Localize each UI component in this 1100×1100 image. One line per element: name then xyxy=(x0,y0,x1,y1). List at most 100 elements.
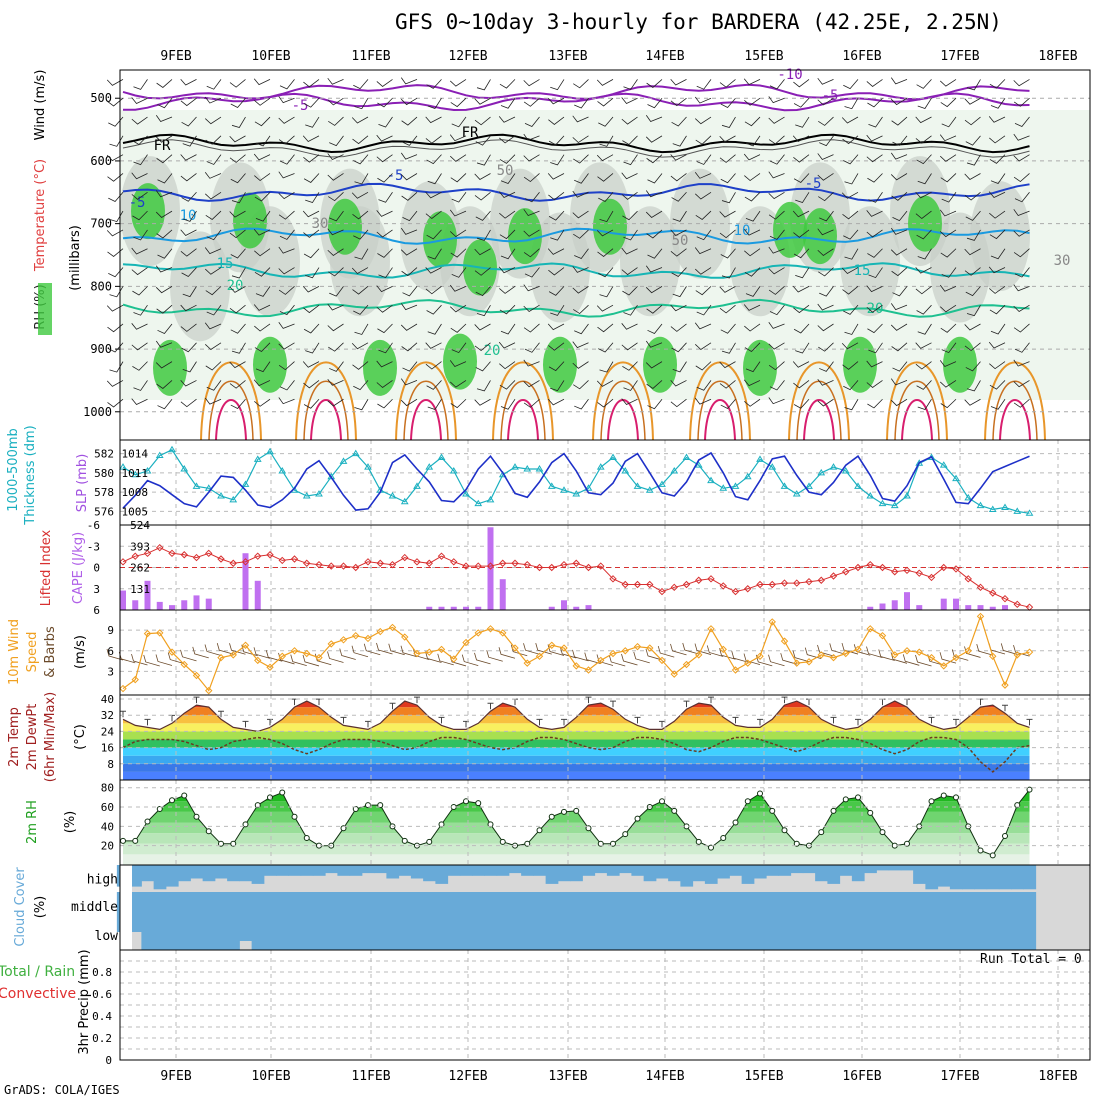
wind-barb xyxy=(278,96,295,104)
rh-marker xyxy=(830,807,837,814)
wind-barb xyxy=(353,304,369,315)
wind-barb xyxy=(500,173,516,184)
thickness-marker xyxy=(462,490,470,497)
wind-barb xyxy=(917,173,932,185)
temp-contour-line xyxy=(122,182,1030,202)
cloud-tick-label: middle xyxy=(71,900,118,915)
thickness-marker xyxy=(413,482,421,489)
minmax-marker xyxy=(242,720,249,728)
wind-barb xyxy=(989,210,1006,219)
wind-barb xyxy=(574,323,589,335)
wind-barb xyxy=(768,361,785,371)
wind-barb xyxy=(719,135,736,143)
temp-contour-warm xyxy=(592,361,654,441)
minmax-marker xyxy=(683,700,690,708)
wind-barb xyxy=(990,173,1006,184)
wind-barb xyxy=(868,267,883,279)
wind-barb xyxy=(793,398,810,409)
lifted-marker xyxy=(388,560,397,569)
lifted-marker xyxy=(927,573,936,582)
date-label-top: 12FEB xyxy=(448,49,487,64)
temp-contour-line xyxy=(122,298,1030,318)
cape-bar xyxy=(169,605,175,610)
wind-marker xyxy=(205,686,213,695)
wind-marker xyxy=(597,656,605,665)
wind-barb xyxy=(1013,398,1030,408)
wind-marker xyxy=(768,618,776,626)
cloud-bar xyxy=(815,892,828,920)
wind-barb xyxy=(989,380,1006,390)
surface-wind-barb xyxy=(302,654,320,667)
wind-marker xyxy=(511,644,519,652)
cloud-bar xyxy=(619,920,632,950)
surface-wind-barb xyxy=(572,649,589,662)
wind-barb xyxy=(695,361,712,371)
wind-barb xyxy=(573,229,589,239)
date-label-bottom: 14FEB xyxy=(645,1069,684,1084)
wind-marker xyxy=(180,660,188,669)
cloud-bar xyxy=(876,892,890,920)
wind-tick-label: 9 xyxy=(107,624,114,637)
slp-line xyxy=(122,451,1030,511)
surface-wind-barbs xyxy=(106,642,1030,667)
wind-barb xyxy=(694,116,712,125)
lifted-marker xyxy=(119,558,127,566)
cloud-bar xyxy=(962,920,975,950)
minmax-marker xyxy=(708,696,714,704)
rh-green-area xyxy=(443,333,477,390)
thickness-marker xyxy=(192,482,201,489)
lifted-marker xyxy=(339,562,348,570)
wind-marker xyxy=(143,629,152,638)
wind-barb xyxy=(1013,209,1030,217)
wind-barb xyxy=(964,116,981,126)
temp-tick-label: 32 xyxy=(101,709,114,722)
wind-barb xyxy=(817,323,834,332)
cloud-bar xyxy=(1023,920,1037,950)
cape-tick-label: 131 xyxy=(130,583,150,596)
date-label-top: 14FEB xyxy=(645,49,684,64)
contour-label: 50 xyxy=(672,233,689,249)
cloud-bar xyxy=(508,892,522,920)
rh-marker xyxy=(757,790,763,797)
thickness-marker xyxy=(596,463,605,470)
thickness-tick-label: 578 xyxy=(94,486,114,499)
wind-barb xyxy=(573,79,589,89)
wind-barb xyxy=(622,286,638,296)
rh-marker xyxy=(401,837,408,844)
cape-bar xyxy=(965,605,972,610)
contour-label: -5 xyxy=(129,195,146,211)
rh-tick-label: 20 xyxy=(101,840,114,853)
lifted-index-line xyxy=(122,547,1030,608)
minmax-marker xyxy=(634,716,641,724)
wind-barb xyxy=(303,154,320,163)
cloud-bar xyxy=(312,920,326,950)
cloud-bar xyxy=(815,920,828,950)
cloud-bar xyxy=(962,892,975,920)
pressure-tick-label: 800 xyxy=(90,279,112,293)
thickness-marker xyxy=(1025,509,1034,516)
wind-barb xyxy=(819,135,834,147)
cloud-bar xyxy=(741,892,755,920)
wind-barb xyxy=(548,361,565,372)
thickness-marker xyxy=(535,465,544,472)
wind-barb xyxy=(449,380,467,388)
wind-barb xyxy=(303,79,320,88)
wind-barb xyxy=(475,135,491,146)
temp-contour-veryhot xyxy=(704,399,736,441)
cloud-bar xyxy=(447,920,461,950)
wind-barb xyxy=(793,173,810,183)
wind-barb xyxy=(890,323,908,331)
minmax-label: (6hr Min/Max) xyxy=(43,692,58,782)
wind-barb xyxy=(401,267,418,277)
wind-barb xyxy=(817,303,834,311)
wind-barb xyxy=(523,79,540,87)
wind-barb xyxy=(303,248,320,259)
lifted-marker xyxy=(229,559,237,567)
wind-barb xyxy=(426,79,442,89)
surface-wind-barb xyxy=(670,643,687,656)
cloud-bar xyxy=(1011,892,1024,920)
contour-label: 15 xyxy=(854,263,871,279)
wind-barb xyxy=(793,304,810,314)
wind-barb xyxy=(254,97,271,106)
wind-barb xyxy=(157,173,173,184)
